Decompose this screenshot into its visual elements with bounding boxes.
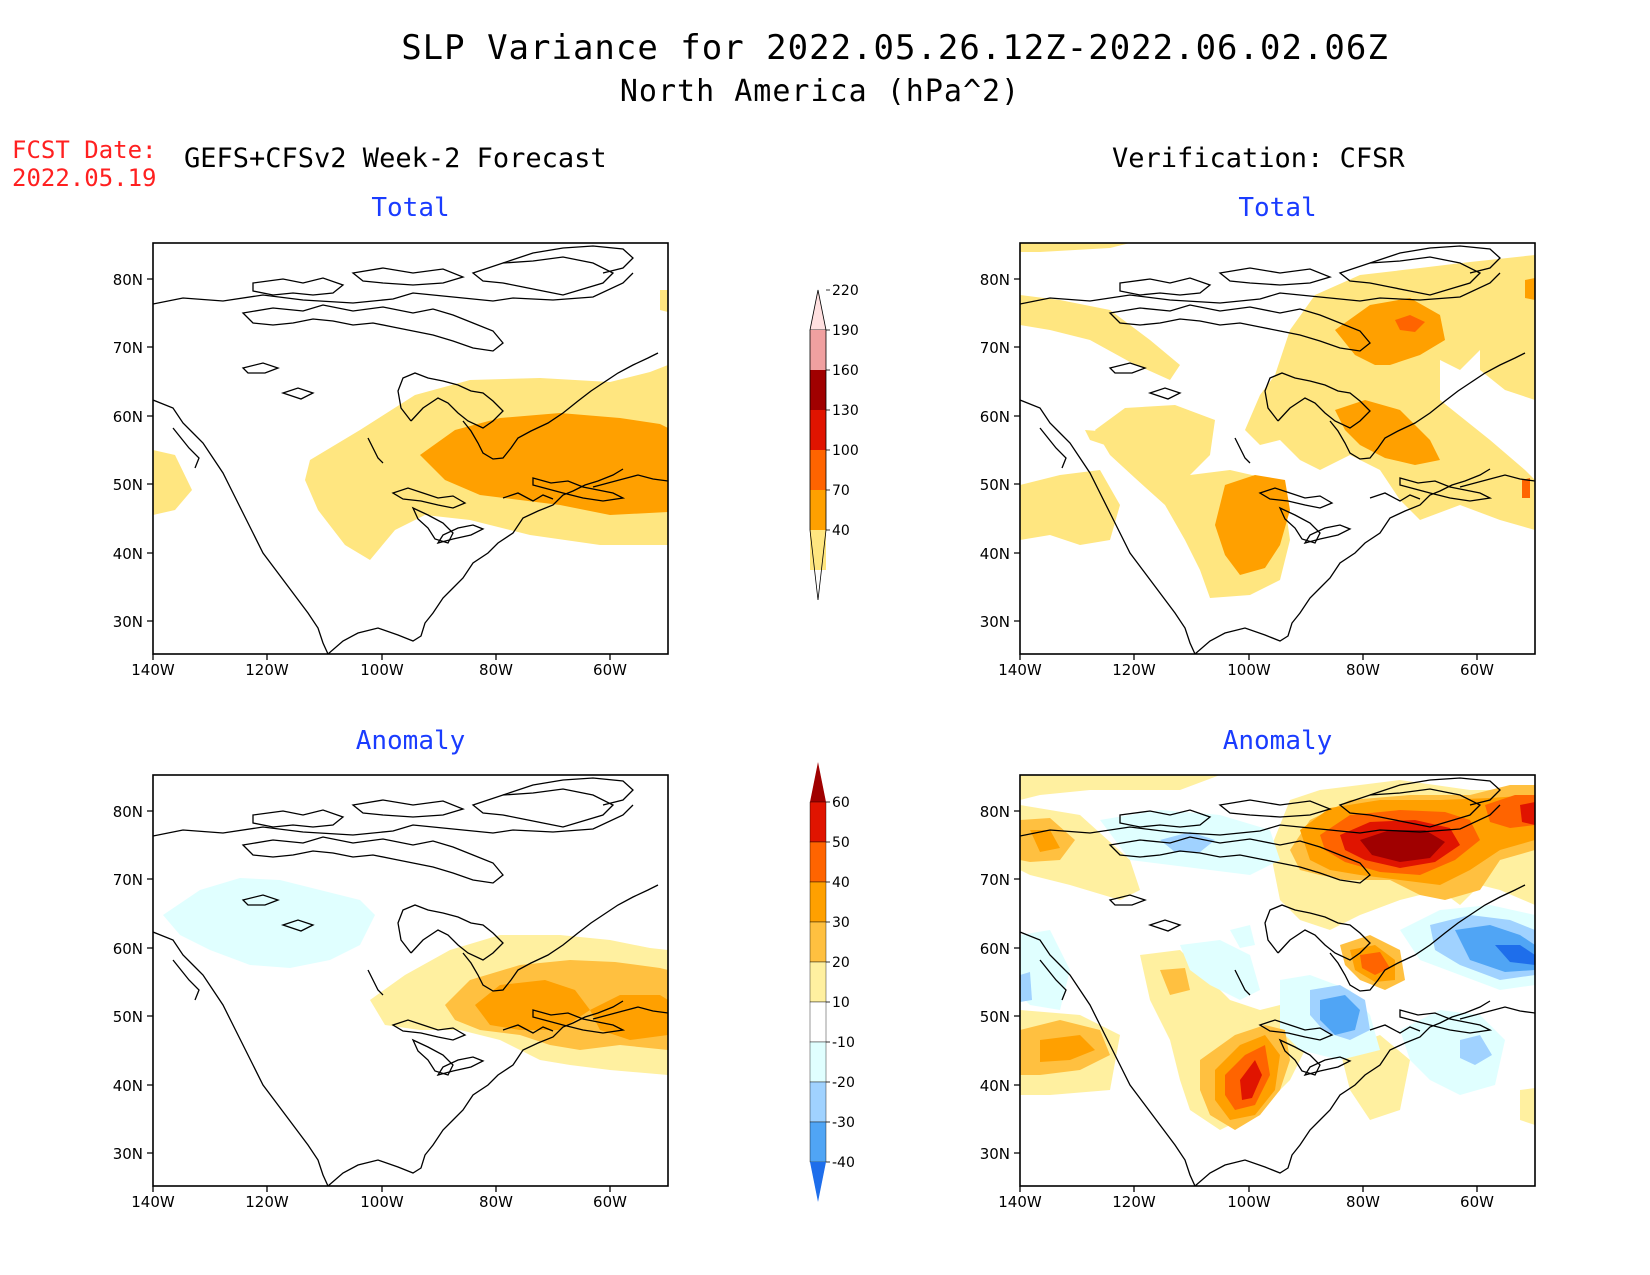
colorbar-anomaly-label: 50 [832,835,850,851]
fc-anomaly-title: Anomaly [355,726,466,756]
lat-tick-label: 70N [113,871,143,889]
colorbar-total-label: 220 [832,283,859,299]
vf-total-map [1019,242,1536,655]
lat-tick-label: 60N [980,940,1010,958]
verification-column-header: Verification: CFSR [1112,143,1405,174]
fc-anomaly-map [152,774,669,1187]
lat-tick-label: 60N [980,408,1010,426]
lat-tick-label: 50N [113,1008,143,1026]
colorbar-anomaly-swatch [810,1162,826,1202]
colorbar-anomaly-swatch [809,921,827,963]
colorbar-total-label: 190 [832,323,859,339]
colorbar-anomaly-label: -20 [832,1075,855,1091]
axis-ticks [147,278,1478,1192]
lon-tick-label: 60W [1460,661,1494,679]
lon-tick-label: 60W [593,1193,627,1211]
lon-tick-label: 140W [131,1193,175,1211]
lat-tick-label: 70N [980,339,1010,357]
colorbar-total-swatch [810,370,826,410]
lon-tick-label: 100W [360,1193,404,1211]
lon-tick-label: 140W [998,1193,1042,1211]
colorbar-anomaly-swatch [809,841,827,883]
colorbar-anomaly-label: -10 [832,1035,855,1051]
colorbar-total-label: 70 [832,483,850,499]
colorbar-total: 40 70 100 130 160 190 220 [809,283,859,601]
lon-tick-label: 140W [998,661,1042,679]
lon-tick-label: 140W [131,661,175,679]
lon-tick-label: 100W [360,661,404,679]
figure-subtitle: North America (hPa^2) [619,74,1021,109]
colorbar-total-swatch [810,450,826,490]
fc-total-title: Total [371,193,450,223]
colorbar-anomaly-swatch [809,1001,827,1043]
forecast-column-header: GEFS+CFSv2 Week-2 Forecast [184,143,607,174]
colorbar-anomaly-swatch [809,1041,827,1083]
lat-tick-label: 40N [113,545,143,563]
lat-tick-label: 50N [980,476,1010,494]
lon-tick-label: 80W [479,661,513,679]
lat-tick-label: 30N [980,613,1010,631]
lat-tick-label: 80N [980,271,1010,289]
lon-tick-label: 100W [1227,1193,1271,1211]
lat-tick-label: 40N [980,1077,1010,1095]
lat-tick-label: 30N [113,613,143,631]
colorbar-anomaly-swatch [809,961,827,1003]
lon-tick-label: 80W [1346,1193,1380,1211]
lat-tick-label: 80N [113,271,143,289]
axis-labels: 80N 70N 60N 50N 40N 30N 140W 120W 100W 80W 60W 80N 7… [113,271,1494,1211]
lon-tick-label: 120W [1112,661,1156,679]
lon-tick-label: 120W [245,1193,289,1211]
colorbar-anomaly-label: 10 [832,995,850,1011]
lat-tick-label: 50N [113,476,143,494]
lat-tick-label: 70N [113,339,143,357]
colorbar-anomaly-label: -40 [832,1155,855,1171]
forecast-date-value: 2022.05.19 [12,164,157,192]
colorbar-total-label: 40 [832,523,850,539]
lat-tick-label: 30N [980,1145,1010,1163]
colorbar-anomaly-label: 60 [832,795,850,811]
vf-anomaly-map [1019,774,1536,1187]
lon-tick-label: 60W [593,661,627,679]
colorbar-total-swatch [810,410,826,450]
colorbar-total-swatch [810,530,826,570]
lon-tick-label: 100W [1227,661,1271,679]
colorbar-anomaly-swatch [810,762,826,802]
colorbar-total-swatch [809,289,827,331]
colorbar-total-swatch [810,330,826,370]
lon-tick-label: 80W [1346,661,1380,679]
colorbar-total-swatch [810,490,826,530]
lat-tick-label: 40N [980,545,1010,563]
colorbar-anomaly-label: -30 [832,1115,855,1131]
lon-tick-label: 60W [1460,1193,1494,1211]
colorbar-anomaly-swatch [809,881,827,923]
colorbar-anomaly-label: 20 [832,955,850,971]
lat-tick-label: 40N [113,1077,143,1095]
figure-title: SLP Variance for 2022.05.26.12Z-2022.06.… [401,28,1389,68]
lat-tick-label: 70N [980,871,1010,889]
colorbar-total-label: 130 [832,403,859,419]
lon-tick-label: 80W [479,1193,513,1211]
lat-tick-label: 80N [113,803,143,821]
colorbar-anomaly-label: 40 [832,875,850,891]
colorbar-anomaly-swatch [809,801,827,843]
colorbar-total-label: 100 [832,443,859,459]
lon-tick-label: 120W [1112,1193,1156,1211]
vf-anomaly-title: Anomaly [1222,726,1333,756]
fc-total-map [152,242,669,655]
lat-tick-label: 30N [113,1145,143,1163]
vf-total-title: Total [1238,193,1317,223]
lat-tick-label: 50N [980,1008,1010,1026]
colorbar-anomaly-label: 30 [832,915,850,931]
lat-tick-label: 80N [980,803,1010,821]
lon-tick-label: 120W [245,661,289,679]
colorbar-anomaly: 60 50 40 30 20 10 -10 -20 -30 -40 [809,762,855,1202]
colorbar-anomaly-swatch [809,1121,827,1163]
forecast-date-label: FCST Date: [12,136,157,164]
lat-tick-label: 60N [113,408,143,426]
lat-tick-label: 60N [113,940,143,958]
colorbar-total-label: 160 [832,363,859,379]
colorbar-anomaly-swatch [809,1081,827,1123]
forecast-date-block: FCST Date: 2022.05.19 [12,136,157,192]
